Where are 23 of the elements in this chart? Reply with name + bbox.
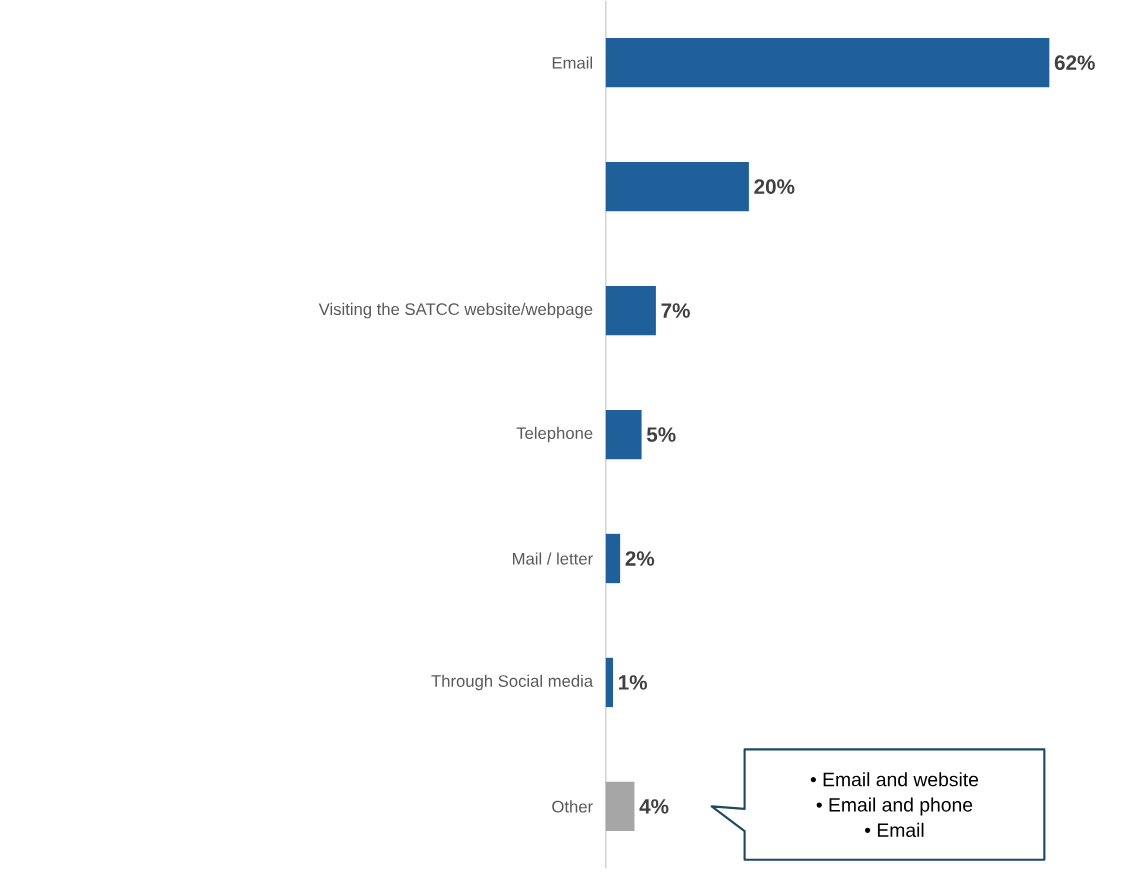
annotation: • Email xyxy=(865,822,924,838)
data-label: 5% xyxy=(646,427,676,442)
y-tick-label: Visiting the SATCC website/webpage xyxy=(318,302,593,319)
bar xyxy=(605,410,642,460)
data-label: 4% xyxy=(639,799,669,814)
data-label: 7% xyxy=(661,303,690,318)
bar xyxy=(605,286,656,336)
bar xyxy=(605,657,613,708)
y-tick-label: Other xyxy=(552,800,593,813)
data-label: 2% xyxy=(625,551,655,566)
y-tick-label: Mail / letter xyxy=(513,552,593,565)
y-tick-label: Through Social media xyxy=(431,674,594,691)
data-label: 20% xyxy=(754,179,795,195)
bar xyxy=(605,162,749,212)
bar xyxy=(605,781,635,832)
annotation: • Email and phone xyxy=(816,797,973,816)
bar xyxy=(605,38,1050,88)
data-label: 1% xyxy=(618,675,647,690)
y-tick-label: Telephone xyxy=(516,426,593,443)
y-tick-label: Email xyxy=(552,56,593,69)
data-label: 62% xyxy=(1054,55,1095,71)
annotation: • Email and website xyxy=(810,772,979,787)
bar xyxy=(605,533,621,584)
